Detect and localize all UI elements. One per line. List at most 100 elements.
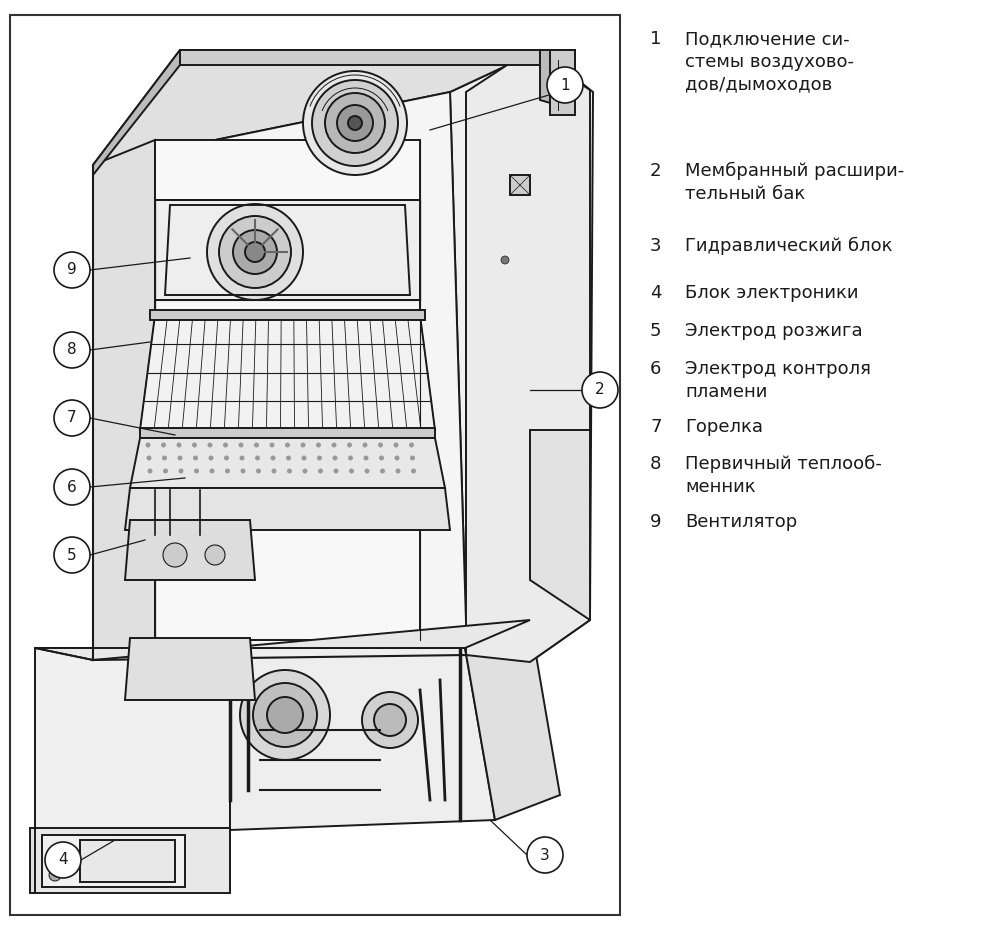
- Circle shape: [374, 704, 406, 736]
- Circle shape: [61, 856, 79, 874]
- Circle shape: [394, 455, 400, 461]
- Circle shape: [285, 442, 290, 448]
- Polygon shape: [230, 648, 495, 830]
- Circle shape: [49, 869, 61, 881]
- Circle shape: [527, 837, 563, 873]
- Polygon shape: [450, 50, 593, 662]
- Polygon shape: [130, 438, 445, 488]
- Polygon shape: [42, 835, 185, 887]
- Polygon shape: [150, 310, 425, 320]
- Circle shape: [394, 442, 398, 448]
- Text: 5: 5: [67, 548, 77, 562]
- Text: 5: 5: [650, 322, 662, 340]
- Circle shape: [163, 468, 168, 474]
- Circle shape: [254, 442, 259, 448]
- Circle shape: [219, 216, 291, 288]
- Circle shape: [286, 455, 291, 461]
- Text: 9: 9: [67, 263, 77, 278]
- Circle shape: [348, 455, 353, 461]
- Polygon shape: [155, 140, 420, 640]
- Text: 7: 7: [67, 411, 77, 426]
- Circle shape: [54, 400, 90, 436]
- Circle shape: [192, 442, 197, 448]
- Polygon shape: [93, 50, 540, 165]
- Circle shape: [224, 455, 229, 461]
- Bar: [10, 15, 620, 915]
- Text: Подключение си-
стемы воздухово-
дов/дымоходов: Подключение си- стемы воздухово- дов/дым…: [685, 30, 854, 93]
- Circle shape: [378, 442, 383, 448]
- Circle shape: [54, 469, 90, 505]
- Text: 1: 1: [560, 78, 570, 92]
- Circle shape: [409, 442, 414, 448]
- Text: Вентилятор: Вентилятор: [685, 513, 797, 531]
- Polygon shape: [510, 175, 530, 195]
- Circle shape: [223, 442, 228, 448]
- Polygon shape: [35, 828, 230, 893]
- Polygon shape: [35, 648, 230, 830]
- Text: 6: 6: [67, 479, 77, 495]
- Text: Электрод розжига: Электрод розжига: [685, 322, 863, 340]
- Circle shape: [208, 442, 212, 448]
- Circle shape: [253, 683, 317, 747]
- Circle shape: [162, 455, 167, 461]
- Circle shape: [270, 442, 274, 448]
- Circle shape: [302, 468, 308, 474]
- Text: 9: 9: [650, 513, 662, 531]
- Circle shape: [316, 442, 321, 448]
- Circle shape: [148, 468, 152, 474]
- Circle shape: [146, 455, 152, 461]
- Circle shape: [348, 116, 362, 130]
- Circle shape: [501, 256, 509, 264]
- Circle shape: [379, 455, 384, 461]
- Circle shape: [547, 67, 583, 103]
- Text: 7: 7: [650, 418, 662, 436]
- Text: Блок электроники: Блок электроники: [685, 284, 858, 302]
- Circle shape: [410, 455, 415, 461]
- Circle shape: [347, 442, 352, 448]
- Text: Первичный теплооб-
менник: Первичный теплооб- менник: [685, 455, 882, 496]
- Circle shape: [303, 71, 407, 175]
- Polygon shape: [140, 428, 435, 438]
- Circle shape: [256, 468, 261, 474]
- Text: 4: 4: [58, 853, 68, 868]
- Circle shape: [245, 242, 265, 262]
- Polygon shape: [540, 50, 575, 110]
- Polygon shape: [155, 200, 420, 300]
- Polygon shape: [93, 50, 180, 175]
- Text: 4: 4: [650, 284, 662, 302]
- Polygon shape: [558, 50, 575, 110]
- Circle shape: [287, 468, 292, 474]
- Circle shape: [318, 468, 323, 474]
- Circle shape: [349, 468, 354, 474]
- Circle shape: [364, 468, 370, 474]
- Polygon shape: [125, 488, 450, 530]
- Circle shape: [161, 442, 166, 448]
- Polygon shape: [35, 830, 230, 888]
- Circle shape: [411, 468, 416, 474]
- Circle shape: [208, 455, 214, 461]
- Circle shape: [380, 468, 385, 474]
- Circle shape: [362, 692, 418, 748]
- Circle shape: [300, 442, 306, 448]
- Polygon shape: [80, 840, 175, 882]
- Circle shape: [178, 455, 182, 461]
- Circle shape: [364, 455, 368, 461]
- Circle shape: [54, 537, 90, 573]
- Circle shape: [240, 455, 244, 461]
- Circle shape: [272, 468, 276, 474]
- Circle shape: [270, 455, 276, 461]
- Circle shape: [317, 455, 322, 461]
- Circle shape: [54, 332, 90, 368]
- Circle shape: [239, 442, 244, 448]
- Circle shape: [312, 80, 398, 166]
- Polygon shape: [93, 92, 467, 660]
- Polygon shape: [125, 638, 255, 700]
- Text: 8: 8: [67, 342, 77, 357]
- Polygon shape: [140, 315, 435, 430]
- Circle shape: [325, 93, 385, 153]
- Text: Электрод контроля
пламени: Электрод контроля пламени: [685, 360, 871, 401]
- Text: 3: 3: [650, 237, 662, 255]
- Polygon shape: [180, 50, 540, 65]
- Polygon shape: [466, 50, 590, 662]
- Text: 2: 2: [650, 162, 662, 180]
